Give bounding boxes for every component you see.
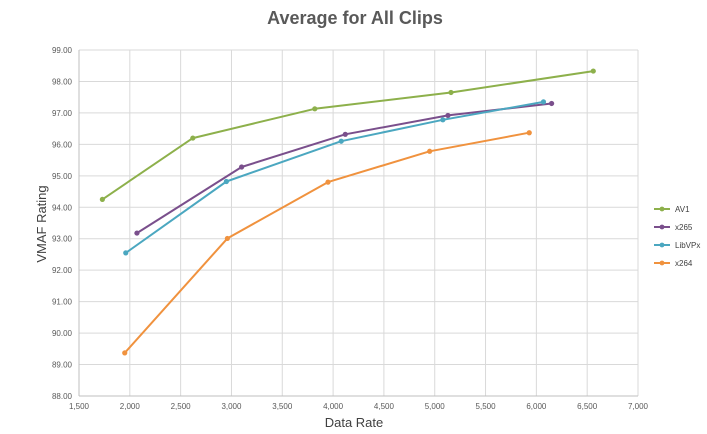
- x-axis-title: Data Rate: [325, 415, 384, 430]
- y-tick-label: 88.00: [52, 392, 73, 401]
- x-tick-label: 6,000: [526, 402, 547, 411]
- y-tick-label: 97.00: [52, 109, 73, 118]
- legend-label: x265: [675, 223, 693, 232]
- data-point-libvpx: [338, 138, 344, 144]
- data-point-av1: [312, 106, 318, 112]
- x-tick-label: 2,000: [120, 402, 141, 411]
- y-tick-label: 98.00: [52, 77, 73, 86]
- legend-swatch-marker: [659, 260, 665, 266]
- axes: [78, 50, 638, 397]
- y-tick-label: 89.00: [52, 361, 73, 370]
- legend-item-libvpx: LibVPx: [654, 241, 700, 250]
- x-tick-labels: 1,500 2,000 2,500 3,000 3,500 4,000 4,500 5,000…: [69, 402, 649, 411]
- y-tick-label: 92.00: [52, 266, 73, 275]
- data-point-x264: [427, 148, 433, 154]
- y-tick-labels: 88.00 89.00 90.00 91.00 92.00 93.00 94.00 95.00…: [52, 46, 73, 401]
- x-tick-label: 2,500: [171, 402, 192, 411]
- data-point-av1: [99, 196, 105, 203]
- legend-label: x264: [675, 259, 693, 268]
- chart-title: Average for All Clips: [267, 8, 443, 28]
- x-tick-label: 1,500: [69, 402, 90, 411]
- y-tick-label: 99.00: [52, 46, 73, 55]
- data-point-x264: [224, 235, 230, 242]
- series-line-x264: [123, 131, 530, 354]
- legend: AV1 x265 LibVPx x264: [654, 205, 700, 268]
- x-tick-label: 4,500: [374, 402, 395, 411]
- legend-swatch-marker: [659, 206, 665, 212]
- legend-item-x265: x265: [654, 223, 693, 232]
- x-tick-label: 3,000: [221, 402, 242, 411]
- series-line-x265: [136, 102, 552, 234]
- data-point-x265: [134, 230, 140, 236]
- data-point-av1: [190, 135, 196, 141]
- data-point-x265: [549, 100, 555, 107]
- data-point-av1: [448, 89, 454, 96]
- y-tick-label: 96.00: [52, 140, 73, 149]
- data-point-libvpx: [223, 178, 229, 185]
- series-x264: [122, 130, 532, 356]
- series-x265: [134, 100, 555, 236]
- data-point-x264: [526, 130, 532, 136]
- data-point-x264: [122, 350, 128, 356]
- data-point-libvpx: [540, 99, 547, 105]
- data-point-x265: [342, 131, 348, 137]
- legend-label: AV1: [675, 205, 690, 214]
- x-tick-label: 6,500: [577, 402, 598, 411]
- legend-item-x264: x264: [654, 259, 693, 268]
- grid: [78, 49, 639, 397]
- data-point-x265: [445, 112, 451, 119]
- legend-label: LibVPx: [675, 241, 700, 250]
- y-tick-label: 95.00: [52, 172, 73, 181]
- y-tick-label: 90.00: [52, 329, 73, 338]
- data-point-x264: [325, 179, 331, 185]
- legend-swatch-marker: [659, 224, 665, 230]
- y-tick-label: 91.00: [52, 298, 73, 307]
- data-point-x265: [239, 164, 245, 170]
- x-tick-label: 7,000: [628, 402, 649, 411]
- y-tick-label: 93.00: [52, 235, 73, 244]
- data-point-libvpx: [440, 117, 446, 123]
- x-tick-label: 3,500: [272, 402, 293, 411]
- x-tick-label: 5,000: [425, 402, 446, 411]
- x-tick-label: 5,500: [476, 402, 497, 411]
- data-point-av1: [590, 68, 596, 74]
- series-lines: [99, 68, 596, 356]
- data-point-libvpx: [123, 250, 129, 256]
- y-axis-title: VMAF Rating: [34, 185, 49, 262]
- legend-swatch-marker: [659, 242, 665, 248]
- y-tick-label: 94.00: [52, 203, 73, 212]
- series-av1: [99, 68, 596, 203]
- series-libvpx: [123, 99, 547, 256]
- legend-item-av1: AV1: [654, 205, 690, 214]
- x-tick-label: 4,000: [323, 402, 344, 411]
- series-line-libvpx: [125, 100, 544, 254]
